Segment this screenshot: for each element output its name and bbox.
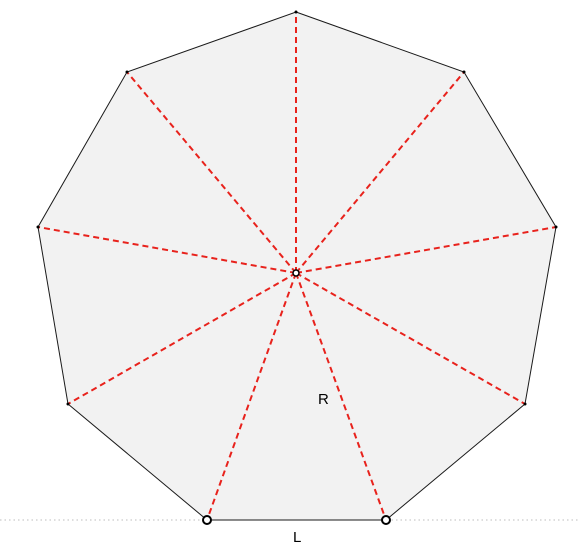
radius-line-8	[37, 226, 297, 274]
radius-line-2	[295, 71, 465, 274]
center-point	[292, 269, 300, 277]
nonagon-polygon	[37, 11, 557, 521]
vertex-dot-1	[294, 10, 298, 14]
vertex-dot-3	[554, 225, 558, 229]
base-point-right[interactable]	[381, 515, 391, 525]
radius-label: R	[318, 391, 329, 408]
radius-line-6	[206, 272, 297, 521]
vertex-dot-2	[462, 70, 466, 74]
radius-line-4	[295, 272, 526, 405]
radius-line-7	[67, 272, 297, 405]
vertex-dot-9	[125, 70, 129, 74]
side-label: L	[293, 529, 301, 545]
radius-lines	[37, 12, 557, 521]
radius-line-9	[126, 71, 297, 274]
radius-line-3	[295, 226, 557, 274]
vertex-dot-7	[66, 402, 70, 406]
base-point-left[interactable]	[202, 515, 212, 525]
radius-line-5	[295, 272, 387, 521]
vertex-dot-8	[36, 225, 40, 229]
vertex-dot-4	[523, 402, 527, 406]
vertex-points	[36, 10, 558, 406]
